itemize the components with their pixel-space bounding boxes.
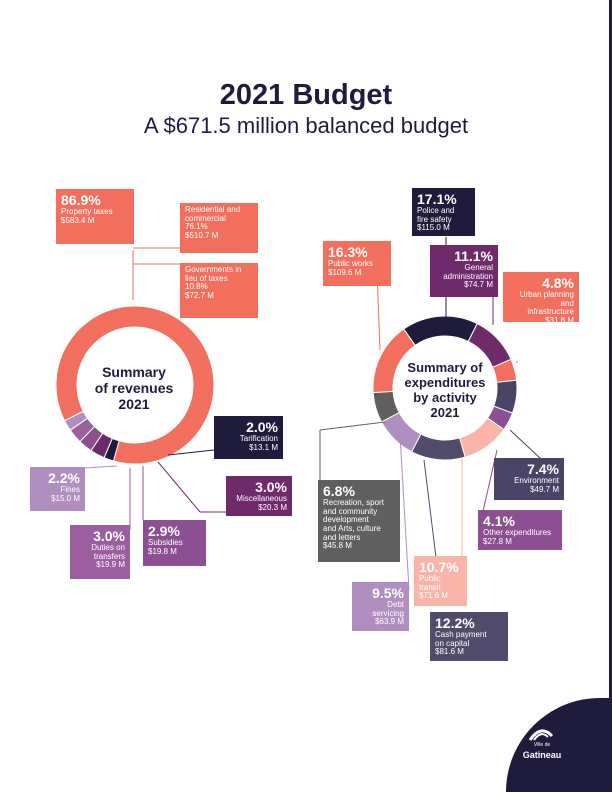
revenue-slice-5 — [63, 410, 89, 431]
revenue-box-miscellaneous: 3.0% Miscellaneous $20.3 M — [226, 476, 292, 516]
value-amount: $72.7 M — [185, 290, 214, 300]
value-amount: $15.0 M — [51, 493, 80, 503]
expense-box-transit: 10.7% Public transit $71.6 M — [414, 556, 467, 606]
logo-name: Gatineau — [522, 750, 562, 760]
value-percent: 12.2% — [435, 615, 475, 631]
expense-donut — [372, 315, 518, 461]
revenue-slice-0 — [55, 305, 215, 465]
logo-small-text: Ville de — [533, 742, 551, 748]
revenue-box-governments: Governments in lieu of taxes 10.8% $72.7… — [180, 263, 258, 318]
value-percent: 2.0% — [246, 419, 278, 435]
expense-center-label: Summary of expenditures by activity 2021 — [404, 360, 486, 420]
value-label: Cash payment on capital — [435, 630, 487, 648]
value-label: Miscellaneous — [236, 494, 287, 503]
revenue-box-subsidies: 2.9% Subsidies $19.8 M — [143, 520, 206, 566]
city-logo-icon — [528, 729, 554, 741]
value-percent: 4.8% — [542, 275, 574, 291]
value-amount: $583.4 M — [61, 215, 95, 225]
header: 2021 Budget A $671.5 million balanced bu… — [0, 78, 612, 140]
value-percent: 10.7% — [419, 559, 459, 575]
value-percent: 7.4% — [527, 461, 559, 477]
page-title: 2021 Budget — [219, 79, 393, 111]
expense-box-police: 17.1% Police and fire safety $115.0 M — [412, 188, 475, 236]
revenue-center-label: Summary of revenues 2021 — [94, 364, 174, 412]
value-percent: 2.9% — [148, 523, 180, 539]
value-amount: $109.6 M — [328, 267, 362, 277]
value-label: Public works — [328, 259, 373, 268]
value-label: Property taxes — [61, 207, 113, 216]
value-amount: $510.7 M — [185, 230, 219, 240]
value-percent: 4.1% — [483, 513, 515, 529]
value-percent: 9.5% — [372, 585, 404, 601]
value-label: Residential and commercial — [185, 205, 241, 223]
value-label: Police and fire safety — [417, 206, 455, 224]
expense-box-environment: 7.4% Environment $49.7 M — [494, 458, 564, 500]
page-edge-bar — [609, 0, 612, 700]
value-label: Recreation, sport and community developm… — [323, 498, 384, 542]
value-label: Governments in lieu of taxes — [185, 265, 242, 283]
value-amount: $31.8 M — [545, 315, 574, 325]
value-label: Debt servicing — [372, 600, 404, 618]
revenue-box-tarification: 2.0% Tarification $13.1 M — [214, 416, 283, 459]
city-logo: Ville de Gatineau — [520, 740, 564, 760]
revenue-box-property-taxes: 86.9% Property taxes $583.4 M — [56, 189, 134, 244]
value-percent: 17.1% — [417, 191, 457, 207]
value-percent: 6.8% — [323, 483, 355, 499]
value-label: Duties on transfers — [91, 543, 125, 561]
value-amount: $20.3 M — [258, 502, 287, 512]
value-amount: $49.7 M — [530, 484, 559, 494]
connector-misc — [157, 461, 201, 513]
connector-tarification — [167, 449, 215, 456]
expense-box-other: 4.1% Other expenditures $27.8 M — [478, 510, 562, 550]
value-label: Environment — [514, 476, 559, 485]
value-percent: 16.3% — [328, 244, 368, 260]
revenue-box-fines: 2.2% Fines $15.0 M — [30, 467, 85, 511]
value-amount: $13.1 M — [249, 442, 278, 452]
expense-box-cash: 12.2% Cash payment on capital $81.6 M — [430, 612, 508, 661]
value-amount: $45.8 M — [323, 541, 352, 551]
revenue-box-residential: Residential and commercial 76.1% $510.7 … — [180, 203, 258, 253]
revenue-box-duties: 3.0% Duties on transfers $19.9 M — [70, 525, 130, 579]
value-percent: 11.1% — [454, 248, 493, 264]
page-subtitle: A $671.5 million balanced budget — [143, 113, 469, 138]
value-label: Fines — [60, 485, 80, 494]
value-percent: 3.0% — [93, 528, 125, 544]
value-amount: $27.8 M — [483, 536, 512, 546]
expense-slice-0 — [403, 315, 478, 347]
expense-box-urban: 4.8% Urban planning and infrastructure $… — [503, 272, 579, 325]
expense-slice-6 — [410, 433, 466, 461]
expense-box-general: 11.1% General administration $74.7 M — [430, 245, 498, 297]
connector-fines — [84, 465, 118, 469]
value-label: Urban planning and infrastructure — [519, 290, 574, 317]
value-percent: 76.1% — [185, 222, 208, 232]
value-label: General administration — [443, 263, 493, 281]
value-percent: 3.0% — [255, 479, 287, 495]
expense-box-public-works: 16.3% Public works $109.6 M — [323, 241, 391, 286]
value-amount: $19.9 M — [96, 560, 125, 570]
value-amount: $81.6 M — [435, 647, 464, 657]
value-label: Subsidies — [148, 538, 183, 547]
expense-box-recreation: 6.8% Recreation, sport and community dev… — [318, 480, 400, 562]
value-label: Other expenditures — [483, 528, 552, 537]
value-amount: $19.8 M — [148, 546, 177, 556]
connector-environment — [509, 429, 541, 459]
connector-debt — [399, 434, 410, 591]
value-percent: 2.2% — [48, 470, 80, 486]
value-amount: $71.6 M — [419, 591, 448, 601]
value-label: Tarification — [239, 434, 278, 443]
value-percent: 86.9% — [61, 192, 101, 208]
revenue-donut — [55, 305, 215, 465]
expense-box-debt: 9.5% Debt servicing $63.9 M — [352, 582, 409, 631]
value-amount: $74.7 M — [464, 280, 493, 290]
expense-slice-9 — [372, 328, 416, 394]
connector-recreation — [319, 421, 386, 431]
value-label: Public transit — [419, 574, 441, 592]
value-amount: $115.0 M — [417, 223, 450, 233]
value-amount: $63.9 M — [375, 617, 404, 627]
value-percent: 10.8% — [185, 282, 208, 292]
